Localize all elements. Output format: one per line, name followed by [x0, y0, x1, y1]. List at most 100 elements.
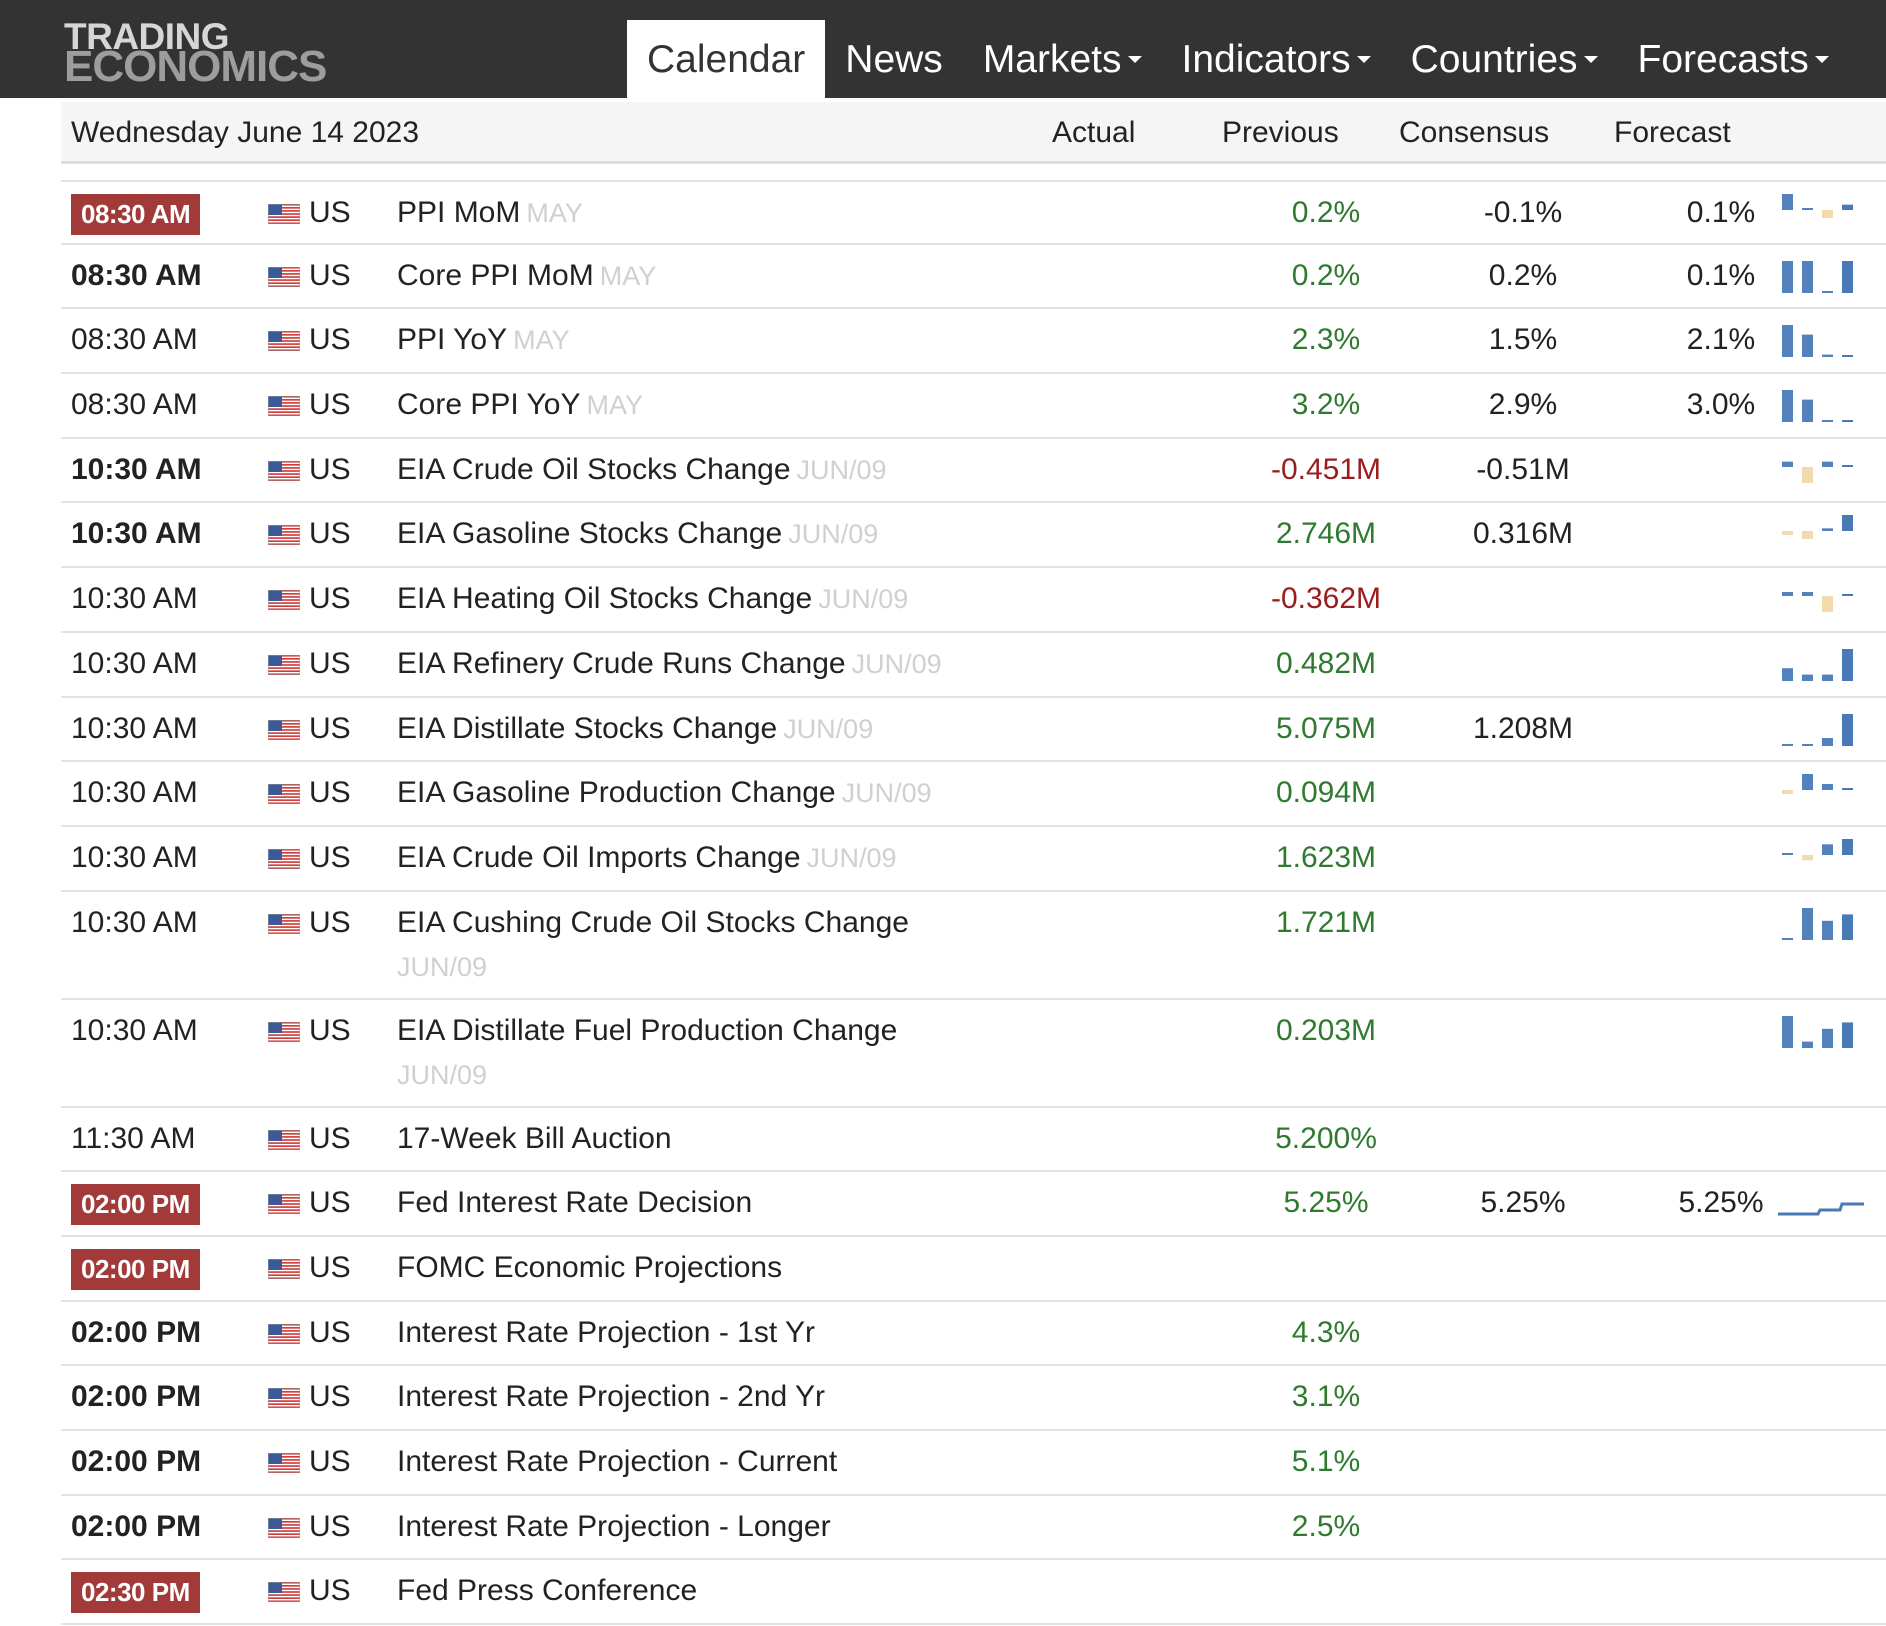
calendar-row[interactable]: 10:30 AM US EIA Distillate Stocks Change JU… [61, 698, 1886, 763]
country-code[interactable]: US [309, 196, 351, 229]
forecast-value[interactable]: 3.0% [1686, 388, 1756, 422]
calendar-row[interactable]: 02:00 PM US Interest Rate Projection - 2nd… [61, 1366, 1886, 1431]
forecast-value[interactable]: 0.1% [1686, 258, 1756, 292]
nav-countries[interactable]: Countries [1391, 20, 1618, 98]
forecast-value[interactable]: 0.1% [1686, 196, 1756, 229]
sparkline-chart[interactable] [1776, 1184, 1866, 1224]
event-link[interactable]: Core PPI MoM MAY [397, 259, 656, 293]
calendar-row[interactable]: 10:30 AM US EIA Heating Oil Stocks Change J… [61, 568, 1886, 633]
event-link[interactable]: Fed Press Conference [397, 1574, 697, 1608]
country-code[interactable]: US [309, 1509, 351, 1543]
calendar-row[interactable]: 10:30 AM US EIA Cushing Crude Oil Stocks C… [61, 892, 1886, 1000]
sparkline-chart[interactable] [1776, 257, 1866, 297]
event-link[interactable]: 17-Week Bill Auction [397, 1122, 672, 1156]
country-code[interactable]: US [309, 711, 351, 745]
column-forecast[interactable]: Forecast [1614, 116, 1731, 149]
sparkline-chart[interactable] [1776, 451, 1866, 491]
nav-calendar[interactable]: Calendar [627, 20, 826, 98]
event-link[interactable]: Interest Rate Projection - 1st Yr [397, 1316, 815, 1350]
nav-forecasts[interactable]: Forecasts [1618, 20, 1849, 98]
sparkline-chart[interactable] [1776, 386, 1866, 426]
country-code[interactable]: US [309, 258, 351, 292]
calendar-row[interactable]: 02:00 PM US Interest Rate Projection - 1st… [61, 1302, 1886, 1367]
calendar-row[interactable]: 10:30 AM US EIA Gasoline Stocks Change JUN/… [61, 503, 1886, 569]
us-flag-icon [268, 848, 300, 869]
calendar-row[interactable]: 10:30 AM US EIA Crude Oil Stocks Change JUN… [61, 439, 1886, 504]
event-link[interactable]: Interest Rate Projection - Current [397, 1445, 837, 1479]
sparkline-chart[interactable] [1776, 194, 1866, 234]
sparkline-bar [1822, 210, 1833, 218]
calendar-row[interactable]: 11:30 AM US 17-Week Bill Auction 5.200% [61, 1108, 1886, 1173]
sparkline-chart[interactable] [1776, 645, 1866, 685]
sparkline-chart[interactable] [1776, 904, 1866, 944]
sparkline-chart[interactable] [1776, 774, 1866, 814]
event-link[interactable]: Fed Interest Rate Decision [397, 1186, 752, 1220]
country-code[interactable]: US [309, 1013, 351, 1047]
calendar-row[interactable]: 08:30 AM US PPI MoM MAY 0.2% -0.1% 0.1% [61, 180, 1886, 245]
column-consensus[interactable]: Consensus [1399, 116, 1550, 149]
country-code[interactable]: US [309, 646, 351, 680]
event-link[interactable]: EIA Cushing Crude Oil Stocks Change JUN/0… [397, 906, 909, 983]
column-previous[interactable]: Previous [1222, 116, 1339, 149]
calendar-row[interactable]: 10:30 AM US EIA Crude Oil Imports Change JU… [61, 827, 1886, 892]
country-code[interactable]: US [309, 452, 351, 486]
calendar-row[interactable]: 02:00 PM US Interest Rate Projection - Lon… [61, 1496, 1886, 1561]
country-code[interactable]: US [309, 582, 351, 616]
us-flag-icon [268, 1129, 300, 1150]
reference-period: JUN/09 [397, 1059, 488, 1090]
country-code[interactable]: US [309, 323, 351, 357]
country-code[interactable]: US [309, 1315, 351, 1349]
forecast-value[interactable]: 2.1% [1686, 323, 1756, 357]
country-code[interactable]: US [309, 1380, 351, 1414]
sparkline-chart[interactable] [1776, 580, 1866, 620]
event-link[interactable]: EIA Heating Oil Stocks Change JUN/09 [397, 582, 908, 616]
country-code[interactable]: US [309, 1250, 351, 1284]
country-code[interactable]: US [309, 840, 351, 874]
event-name: EIA Cushing Crude Oil Stocks Change [397, 905, 909, 939]
country-code[interactable]: US [309, 905, 351, 939]
sparkline-chart[interactable] [1776, 515, 1866, 555]
sparkline-chart[interactable] [1776, 321, 1866, 361]
event-link[interactable]: EIA Crude Oil Stocks Change JUN/09 [397, 453, 887, 487]
calendar-row[interactable]: 08:30 AM US PPI YoY MAY 2.3% 1.5% 2.1% [61, 309, 1886, 375]
country-code[interactable]: US [309, 1121, 351, 1155]
event-link[interactable]: EIA Gasoline Stocks Change JUN/09 [397, 517, 878, 551]
event-link[interactable]: EIA Crude Oil Imports Change JUN/09 [397, 841, 897, 875]
event-link[interactable]: Core PPI YoY MAY [397, 388, 643, 422]
event-link[interactable]: FOMC Economic Projections [397, 1251, 782, 1285]
country-code[interactable]: US [309, 1186, 351, 1220]
country-code[interactable]: US [309, 1445, 351, 1478]
sparkline-chart[interactable] [1776, 710, 1866, 750]
forecast-value[interactable]: 5.25% [1678, 1186, 1764, 1220]
event-link[interactable]: EIA Distillate Fuel Production Change JUN… [397, 1014, 897, 1091]
event-link[interactable]: EIA Gasoline Production Change JUN/09 [397, 776, 932, 810]
calendar-row[interactable]: 08:30 AM US Core PPI MoM MAY 0.2% 0.2% 0.1% [61, 245, 1886, 310]
calendar-row[interactable]: 08:30 AM US Core PPI YoY MAY 3.2% 2.9% 3.0% [61, 374, 1886, 439]
calendar-row[interactable]: 02:00 PM US Fed Interest Rate Decision 5.25… [61, 1172, 1886, 1237]
event-link[interactable]: PPI YoY MAY [397, 323, 570, 357]
nav-news[interactable]: News [825, 20, 963, 98]
sparkline-chart[interactable] [1776, 838, 1866, 879]
nav-indicators[interactable]: Indicators [1162, 20, 1391, 98]
event-link[interactable]: PPI MoM MAY [397, 196, 583, 230]
calendar-row[interactable]: 10:30 AM US EIA Refinery Crude Runs Change… [61, 633, 1886, 698]
calendar-row[interactable]: 10:30 AM US EIA Distillate Fuel Production… [61, 1000, 1886, 1108]
country-code[interactable]: US [309, 776, 351, 810]
calendar-row[interactable]: 10:30 AM US EIA Gasoline Production Change… [61, 762, 1886, 827]
nav-markets[interactable]: Markets [963, 20, 1162, 98]
calendar-row[interactable]: 02:00 PM US FOMC Economic Projections [61, 1237, 1886, 1302]
calendar-row[interactable]: 02:00 PM US Interest Rate Projection - Cur… [61, 1431, 1886, 1496]
sparkline-chart[interactable] [1776, 1012, 1866, 1052]
event-link[interactable]: Interest Rate Projection - Longer [397, 1510, 831, 1544]
site-logo[interactable]: TRADING ECONOMICS [64, 18, 327, 90]
country-code[interactable]: US [309, 388, 351, 422]
reference-period: MAY [599, 260, 657, 291]
event-link[interactable]: EIA Refinery Crude Runs Change JUN/09 [397, 647, 942, 681]
country-code[interactable]: US [309, 1574, 351, 1608]
event-link[interactable]: Interest Rate Projection - 2nd Yr [397, 1380, 825, 1414]
country-code[interactable]: US [309, 517, 351, 551]
column-actual[interactable]: Actual [1052, 116, 1136, 149]
event-link[interactable]: EIA Distillate Stocks Change JUN/09 [397, 712, 873, 746]
event-name: Core PPI YoY [397, 388, 581, 422]
calendar-row[interactable]: 02:30 PM US Fed Press Conference [61, 1560, 1886, 1626]
